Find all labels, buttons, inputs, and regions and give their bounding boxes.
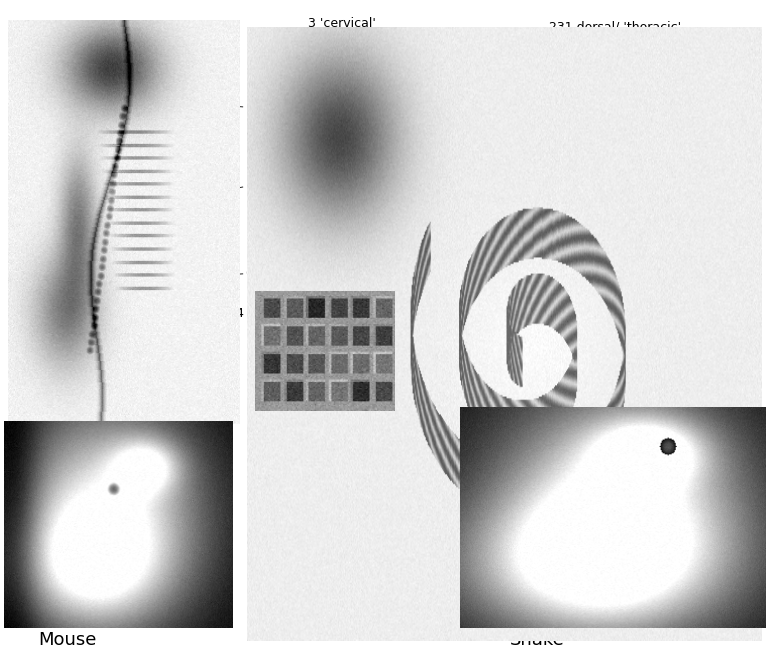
Text: 6 lumbar: 6 lumbar xyxy=(246,267,302,281)
Text: 70 caudal: 70 caudal xyxy=(506,190,638,224)
Text: Snake: Snake xyxy=(510,631,565,649)
Text: 3 'cervical': 3 'cervical' xyxy=(308,17,376,50)
Text: ~30 caudal: ~30 caudal xyxy=(37,363,109,376)
Text: 7 cervical: 7 cervical xyxy=(246,100,307,114)
Text: Mouse: Mouse xyxy=(39,631,97,649)
Text: 231 dorsal/ 'thoracic': 231 dorsal/ 'thoracic' xyxy=(499,20,681,79)
Text: 4 lymphapophytic: 4 lymphapophytic xyxy=(377,262,520,289)
Text: 4 sacral: 4 sacral xyxy=(236,307,285,321)
Text: 13 thoracic: 13 thoracic xyxy=(246,180,316,194)
